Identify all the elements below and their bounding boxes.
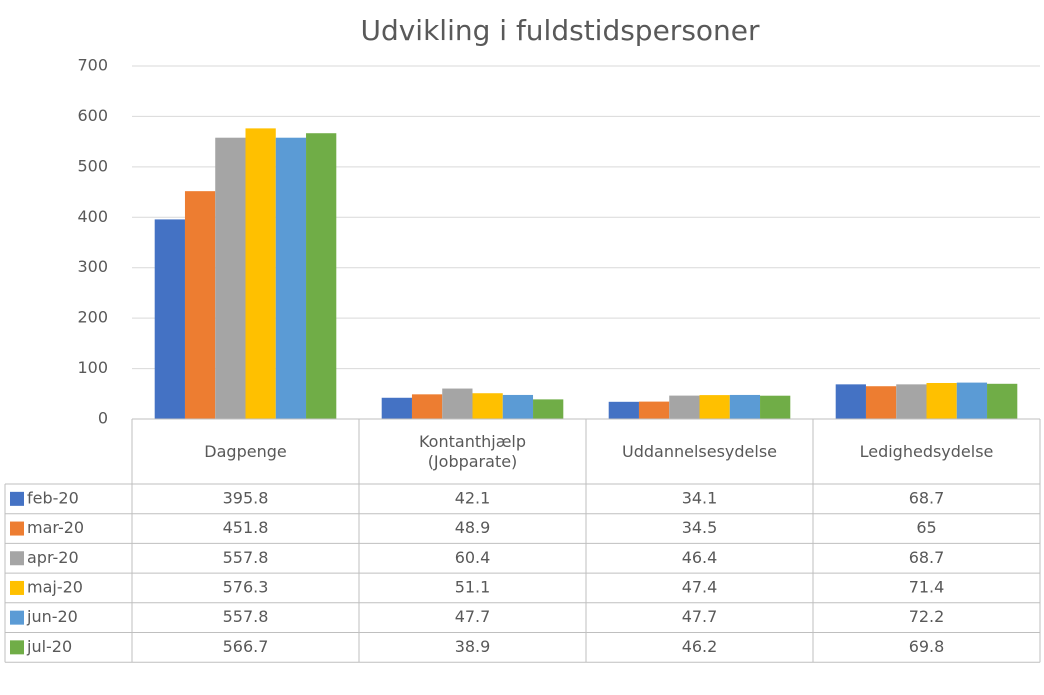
y-tick-label: 0	[98, 409, 108, 428]
legend-label: maj-20	[27, 577, 83, 596]
table-value: 60.4	[455, 548, 491, 567]
legend-label: jul-20	[26, 637, 72, 656]
bar	[926, 382, 957, 419]
bar	[184, 191, 216, 419]
table-value: 46.4	[682, 548, 718, 567]
table-value: 68.7	[909, 548, 945, 567]
table-value: 42.1	[455, 488, 491, 507]
table-value: 72.2	[909, 607, 945, 626]
bar	[699, 395, 730, 419]
y-tick-label: 700	[77, 56, 108, 75]
y-tick-label: 200	[77, 308, 108, 327]
bar	[275, 137, 307, 420]
bar	[760, 395, 791, 419]
table-value: 47.7	[682, 607, 718, 626]
y-tick-label: 300	[77, 257, 108, 276]
table-value: 51.1	[455, 577, 491, 596]
table-value: 576.3	[223, 577, 269, 596]
table-value: 47.4	[682, 577, 718, 596]
legend-label: apr-20	[27, 548, 79, 567]
table-value: 48.9	[455, 518, 491, 537]
legend-key	[10, 580, 24, 595]
bar	[896, 384, 927, 419]
y-tick-label: 100	[77, 358, 108, 377]
y-tick-label: 500	[77, 156, 108, 175]
bar	[472, 393, 503, 419]
table-value: 69.8	[909, 637, 945, 656]
table-value: 557.8	[223, 607, 269, 626]
table-value: 566.7	[223, 637, 269, 656]
chart-title: Udvikling i fuldstidspersoner	[360, 14, 760, 47]
table-value: 71.4	[909, 577, 945, 596]
bar	[411, 394, 443, 419]
table-value: 38.9	[455, 637, 491, 656]
table-value: 395.8	[223, 488, 269, 507]
bar	[835, 384, 866, 419]
x-tick-label: Ledighedsydelse	[859, 441, 994, 461]
category-cell: Dagpenge	[204, 441, 287, 461]
bar	[215, 137, 246, 420]
bar	[956, 382, 988, 419]
bar	[987, 383, 1018, 419]
bar	[154, 219, 185, 419]
bar	[306, 133, 337, 419]
bar	[442, 388, 473, 419]
table-value: 65	[916, 518, 936, 537]
legend-label: jun-20	[26, 607, 78, 626]
category-cell: Ledighedsydelse	[859, 441, 994, 461]
table-value: 46.2	[682, 637, 718, 656]
table-value: 34.1	[682, 488, 718, 507]
bar	[381, 397, 412, 419]
table-value: 68.7	[909, 488, 945, 507]
legend-key	[10, 551, 24, 566]
bar	[865, 386, 897, 419]
legend-key	[10, 491, 24, 506]
x-tick-label: Uddannelsesydelse	[621, 441, 777, 461]
category-cell: Kontanthjælp (Jobparate)	[418, 431, 526, 471]
bar	[729, 394, 761, 419]
table-value: 451.8	[223, 518, 269, 537]
y-tick-label: 400	[77, 207, 108, 226]
legend-label: mar-20	[27, 518, 84, 537]
x-tick-label: Dagpenge	[204, 441, 287, 461]
legend-label: feb-20	[27, 488, 79, 507]
y-tick-label: 600	[77, 106, 108, 125]
legend-key	[10, 610, 24, 625]
legend-key	[10, 521, 24, 536]
x-tick-label: Kontanthjælp (Jobparate)	[418, 431, 526, 471]
bar	[669, 395, 700, 419]
table-value: 557.8	[223, 548, 269, 567]
bar	[533, 399, 564, 419]
table-value: 34.5	[682, 518, 718, 537]
table-value: 47.7	[455, 607, 491, 626]
bar	[245, 128, 276, 420]
category-cell: Uddannelsesydelse	[621, 441, 777, 461]
legend-key	[10, 640, 24, 655]
bar	[608, 401, 639, 419]
bar	[638, 401, 670, 419]
bar	[502, 394, 534, 419]
